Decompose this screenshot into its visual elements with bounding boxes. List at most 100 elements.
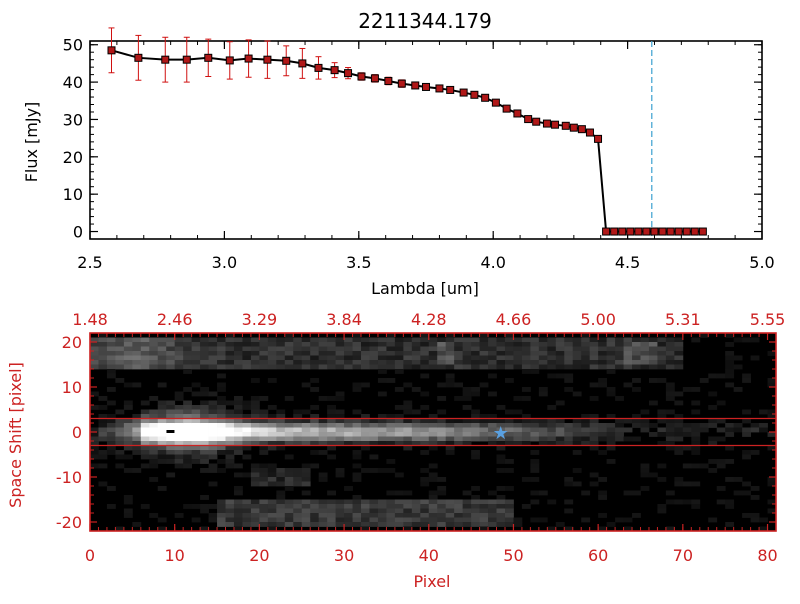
image-cell xyxy=(496,508,506,514)
image-cell xyxy=(632,378,641,383)
image-cell xyxy=(589,472,599,478)
image-cell xyxy=(284,364,294,370)
image-cell xyxy=(708,468,718,473)
image-cell xyxy=(259,504,269,509)
image-cell xyxy=(225,517,235,523)
image-cell xyxy=(242,499,252,505)
image-cell xyxy=(513,409,523,415)
image-cell xyxy=(479,508,489,514)
image-cell xyxy=(606,441,616,446)
image-cell xyxy=(454,522,464,527)
image-cell xyxy=(174,391,184,397)
image-cell xyxy=(538,517,548,523)
image-cell xyxy=(674,450,684,455)
image-cell xyxy=(454,504,464,509)
image-cell xyxy=(386,423,396,428)
image-cell xyxy=(284,423,294,428)
image-cell xyxy=(403,360,413,365)
image-cell xyxy=(733,387,743,392)
image-cell xyxy=(657,342,667,347)
image-cell xyxy=(632,418,641,424)
data-point xyxy=(561,121,570,130)
image-cell xyxy=(598,427,608,433)
image-cell xyxy=(250,414,260,419)
image-cell xyxy=(242,351,252,356)
image-cell xyxy=(665,337,675,343)
data-point xyxy=(134,53,143,62)
image-cell xyxy=(581,432,591,437)
image-cell xyxy=(242,504,252,509)
image-cell xyxy=(233,360,243,365)
image-cell xyxy=(267,472,277,478)
image-cell xyxy=(115,450,125,455)
image-cell xyxy=(437,418,447,424)
image-cell xyxy=(496,441,506,446)
image-cell xyxy=(327,445,337,451)
image-cell xyxy=(157,405,167,410)
image-cell xyxy=(471,499,480,505)
image-cell xyxy=(267,423,277,428)
image-cell xyxy=(547,342,557,347)
image-cell xyxy=(572,360,582,365)
image-cell xyxy=(708,436,718,442)
image-cell xyxy=(462,432,472,437)
image-cell xyxy=(276,436,286,442)
image-cell xyxy=(344,508,353,514)
image-cell xyxy=(471,432,480,437)
image-cell xyxy=(411,432,421,437)
image-cell xyxy=(217,445,226,451)
image-cell xyxy=(200,355,209,361)
image-cell xyxy=(174,409,184,415)
image-cell xyxy=(420,508,430,514)
data-point xyxy=(446,85,455,94)
image-cell xyxy=(259,418,269,424)
image-cell xyxy=(640,346,650,352)
image-cell xyxy=(665,423,675,428)
image-cell xyxy=(437,409,447,415)
image-cell xyxy=(615,418,624,424)
image-cell xyxy=(428,477,438,482)
image-cell xyxy=(530,360,540,365)
image-cell xyxy=(344,423,353,428)
image-cell xyxy=(369,351,379,356)
image-cell xyxy=(462,396,472,401)
image-cell xyxy=(284,418,294,424)
image-cell xyxy=(674,477,684,482)
image-cell xyxy=(301,522,311,527)
image-cell xyxy=(496,445,506,451)
image-cell xyxy=(521,436,531,442)
image-cell xyxy=(598,423,608,428)
image-cell xyxy=(589,436,599,442)
image-cell xyxy=(191,445,201,451)
image-cell xyxy=(301,463,311,469)
image-cell xyxy=(166,418,176,424)
image-cell xyxy=(369,346,379,352)
image-cell xyxy=(344,360,353,365)
image-cell xyxy=(183,445,193,451)
image-cell xyxy=(496,499,506,505)
image-cell xyxy=(547,364,557,370)
image-cell xyxy=(598,378,608,383)
image-cell xyxy=(403,436,413,442)
image-cell xyxy=(665,441,675,446)
image-cell xyxy=(217,499,226,505)
image-cell xyxy=(166,351,176,356)
image-cell xyxy=(513,346,523,352)
image-cell xyxy=(496,436,506,442)
image-cell xyxy=(259,468,269,473)
image-cell xyxy=(657,477,667,482)
image-cell xyxy=(284,504,294,509)
image-cell xyxy=(267,526,277,532)
image-cell xyxy=(140,337,150,343)
image-cell xyxy=(174,351,184,356)
data-point xyxy=(524,115,533,124)
image-cell xyxy=(225,459,235,464)
image-cell xyxy=(217,432,226,437)
image-cell xyxy=(157,414,167,419)
image-cell xyxy=(344,355,353,361)
image-cell xyxy=(428,504,438,509)
image-cell xyxy=(301,409,311,415)
image-cell xyxy=(538,337,548,343)
image-cell xyxy=(149,427,159,433)
image-cell xyxy=(250,360,260,365)
